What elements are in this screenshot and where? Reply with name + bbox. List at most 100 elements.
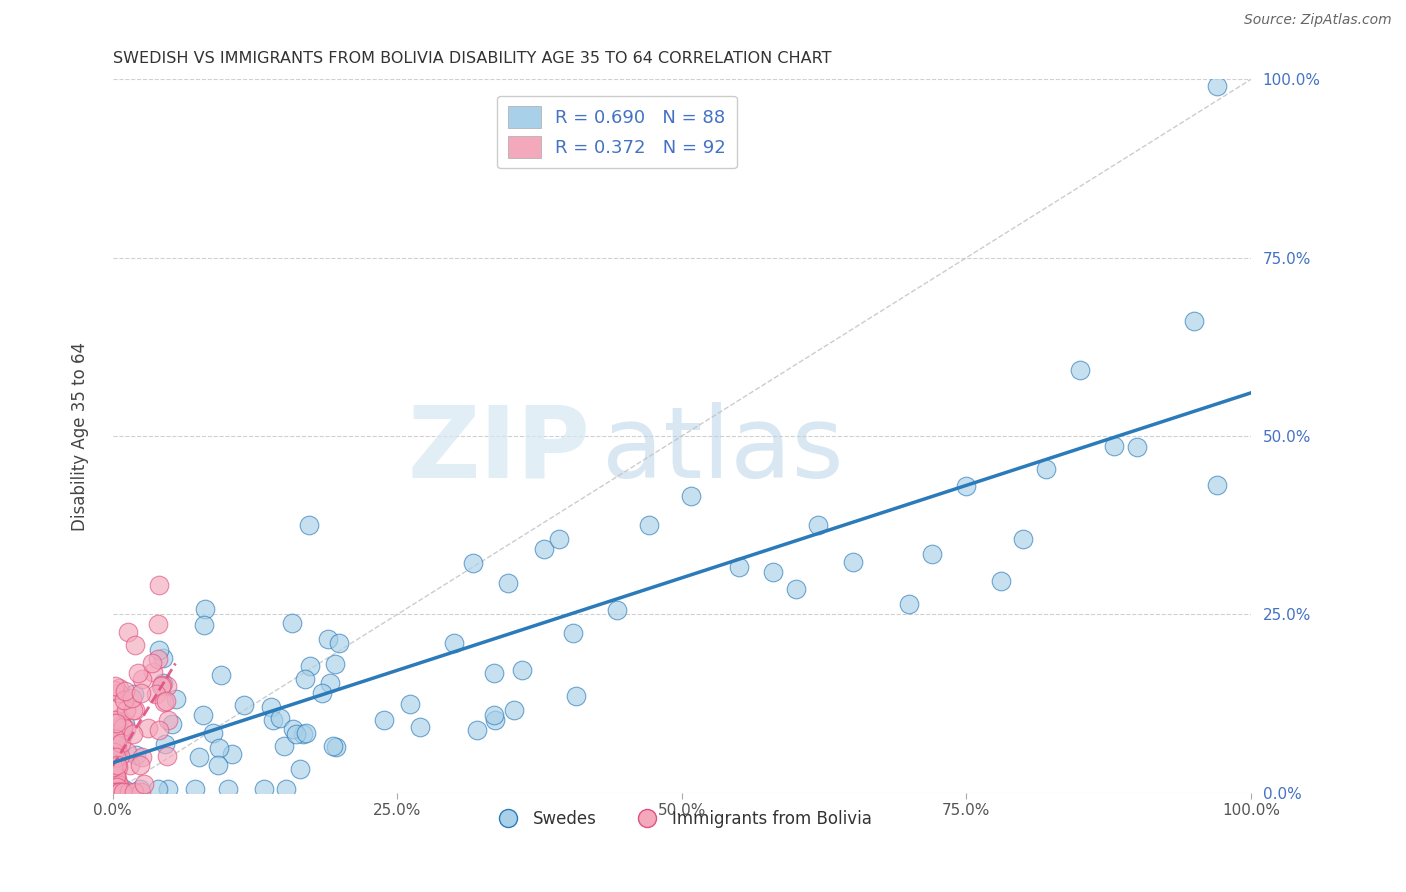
Point — [316, 632, 339, 646]
Point — [107, 785, 129, 799]
Point — [484, 713, 506, 727]
Point — [184, 782, 207, 797]
Point — [443, 636, 465, 650]
Point — [274, 782, 297, 797]
Point — [785, 582, 807, 597]
Point — [104, 738, 127, 752]
Point — [131, 672, 153, 686]
Point — [105, 780, 128, 795]
Point — [152, 676, 174, 690]
Point — [562, 625, 585, 640]
Point — [262, 713, 284, 727]
Point — [311, 686, 333, 700]
Point — [103, 785, 125, 799]
Text: Source: ZipAtlas.com: Source: ZipAtlas.com — [1244, 13, 1392, 28]
Point — [103, 785, 125, 799]
Point — [105, 698, 128, 712]
Point — [107, 759, 129, 773]
Point — [104, 780, 127, 794]
Point — [148, 782, 170, 797]
Point — [122, 785, 145, 799]
Point — [484, 665, 506, 680]
Point — [298, 659, 321, 673]
Point — [101, 760, 124, 774]
Point — [150, 678, 173, 692]
Point — [533, 542, 555, 557]
Point — [108, 785, 131, 799]
Point — [115, 745, 138, 759]
Point — [104, 768, 127, 782]
Point — [1205, 79, 1227, 94]
Point — [105, 772, 128, 787]
Point — [606, 603, 628, 617]
Point — [990, 574, 1012, 588]
Point — [281, 615, 304, 630]
Point — [128, 782, 150, 797]
Point — [142, 665, 165, 680]
Point — [121, 703, 143, 717]
Point — [409, 721, 432, 735]
Point — [121, 690, 143, 705]
Point — [898, 597, 921, 611]
Point — [118, 785, 141, 799]
Point — [129, 785, 152, 799]
Point — [294, 672, 316, 686]
Point — [124, 638, 146, 652]
Point — [146, 652, 169, 666]
Point — [152, 651, 174, 665]
Point — [127, 666, 149, 681]
Point — [129, 686, 152, 700]
Point — [319, 676, 342, 690]
Point — [152, 695, 174, 709]
Point — [328, 636, 350, 650]
Text: SWEDISH VS IMMIGRANTS FROM BOLIVIA DISABILITY AGE 35 TO 64 CORRELATION CHART: SWEDISH VS IMMIGRANTS FROM BOLIVIA DISAB… — [112, 51, 831, 66]
Point — [108, 749, 131, 764]
Point — [112, 720, 135, 734]
Point — [208, 740, 231, 755]
Point — [114, 684, 136, 698]
Point — [124, 703, 146, 717]
Point — [111, 717, 134, 731]
Point — [105, 785, 128, 799]
Point — [398, 698, 420, 712]
Point — [141, 656, 163, 670]
Point — [322, 739, 344, 753]
Point — [191, 708, 214, 723]
Legend: Swedes, Immigrants from Bolivia: Swedes, Immigrants from Bolivia — [485, 803, 879, 834]
Point — [104, 782, 127, 797]
Point — [104, 785, 127, 799]
Point — [105, 757, 128, 772]
Point — [105, 743, 128, 757]
Point — [325, 739, 347, 754]
Point — [101, 727, 124, 741]
Point — [148, 642, 170, 657]
Point — [155, 694, 177, 708]
Point — [105, 757, 128, 772]
Point — [638, 518, 661, 533]
Point — [841, 555, 863, 569]
Point — [288, 762, 311, 776]
Point — [297, 517, 319, 532]
Point — [103, 785, 125, 799]
Point — [105, 750, 128, 764]
Point — [105, 739, 128, 754]
Point — [107, 777, 129, 791]
Point — [156, 679, 179, 693]
Point — [105, 785, 128, 799]
Point — [136, 721, 159, 735]
Point — [1012, 532, 1035, 546]
Point — [115, 722, 138, 736]
Point — [211, 667, 233, 681]
Point — [110, 736, 132, 750]
Point — [156, 713, 179, 727]
Point — [115, 703, 138, 717]
Point — [294, 725, 316, 739]
Point — [679, 489, 702, 503]
Point — [217, 782, 239, 797]
Point — [103, 682, 125, 697]
Point — [129, 757, 152, 772]
Point — [117, 625, 139, 640]
Point — [291, 727, 314, 741]
Point — [1069, 362, 1091, 376]
Point — [323, 657, 346, 672]
